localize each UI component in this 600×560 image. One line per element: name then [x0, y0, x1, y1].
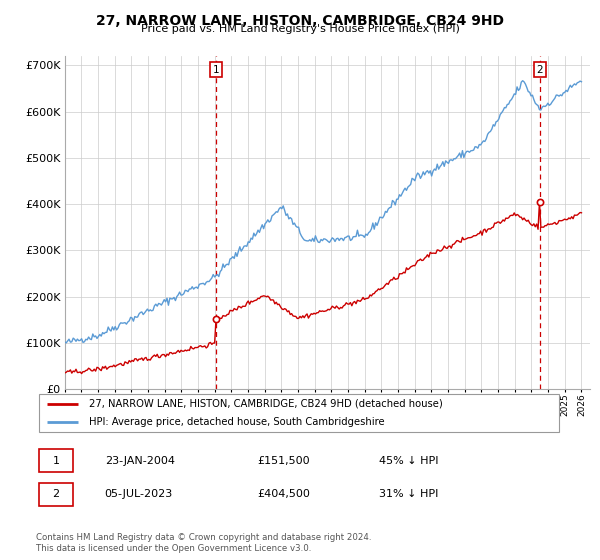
Text: Price paid vs. HM Land Registry's House Price Index (HPI): Price paid vs. HM Land Registry's House …: [140, 24, 460, 34]
Text: 2: 2: [53, 489, 59, 499]
Text: Contains HM Land Registry data © Crown copyright and database right 2024.
This d: Contains HM Land Registry data © Crown c…: [36, 533, 371, 553]
Text: 23-JAN-2004: 23-JAN-2004: [104, 456, 175, 465]
Text: HPI: Average price, detached house, South Cambridgeshire: HPI: Average price, detached house, Sout…: [89, 417, 385, 427]
Text: 27, NARROW LANE, HISTON, CAMBRIDGE, CB24 9HD (detached house): 27, NARROW LANE, HISTON, CAMBRIDGE, CB24…: [89, 399, 443, 409]
FancyBboxPatch shape: [38, 449, 73, 472]
Text: 27, NARROW LANE, HISTON, CAMBRIDGE, CB24 9HD: 27, NARROW LANE, HISTON, CAMBRIDGE, CB24…: [96, 14, 504, 28]
Text: 31% ↓ HPI: 31% ↓ HPI: [379, 489, 439, 499]
Text: 05-JUL-2023: 05-JUL-2023: [104, 489, 173, 499]
Text: 1: 1: [212, 65, 219, 75]
Text: 2: 2: [536, 65, 543, 75]
Text: £404,500: £404,500: [258, 489, 311, 499]
FancyBboxPatch shape: [38, 394, 559, 432]
Text: 1: 1: [53, 456, 59, 465]
FancyBboxPatch shape: [38, 483, 73, 506]
Text: 45% ↓ HPI: 45% ↓ HPI: [379, 456, 439, 465]
Text: £151,500: £151,500: [258, 456, 310, 465]
